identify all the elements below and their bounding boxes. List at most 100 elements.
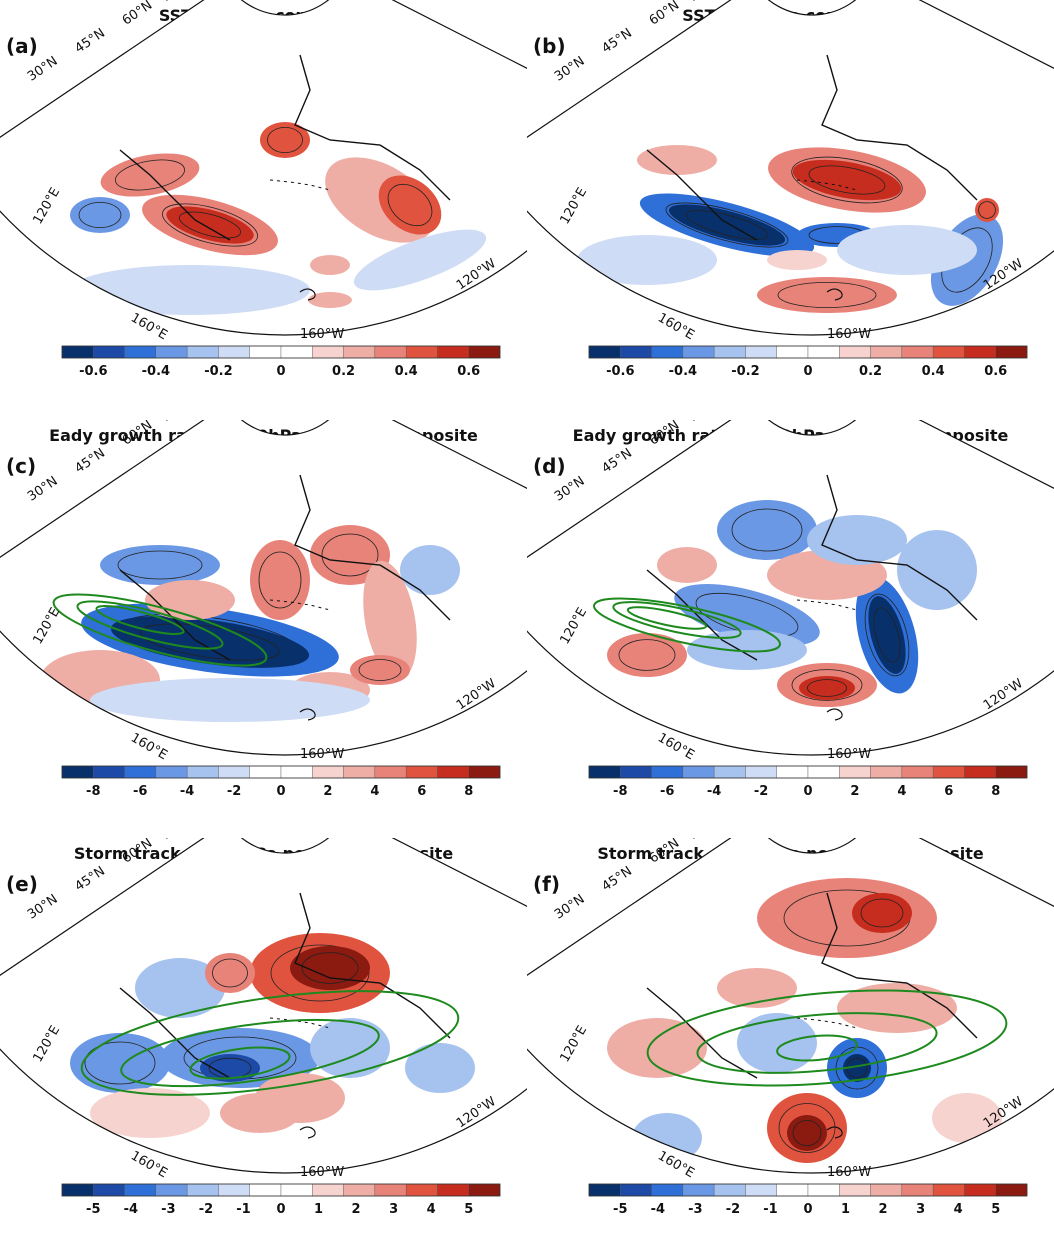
colorbar-segment: [405, 1183, 438, 1197]
colorbar-segment: [870, 765, 903, 779]
colorbar-segment: [249, 765, 282, 779]
negative-anomaly-region: [353, 229, 487, 291]
longitude-label: 160°W: [827, 327, 871, 342]
colorbar-tick-label: 2: [850, 784, 859, 799]
colorbar-tick-label: 2: [352, 1202, 361, 1217]
colorbar-segment: [807, 765, 840, 779]
colorbar-segment: [374, 1183, 407, 1197]
negative-anomaly-region: [135, 958, 225, 1018]
positive-anomaly-region: [166, 206, 254, 244]
colorbar-tick-label: -0.4: [669, 364, 697, 379]
positive-anomaly-region: [145, 580, 235, 620]
latitude-label: 60°N: [120, 0, 156, 29]
colorbar-segment: [61, 765, 94, 779]
colorbar-tick-label: 6: [417, 784, 426, 799]
panel-f: Storm track at 500hPa negative composite…: [527, 838, 1054, 1243]
colorbar-segment: [995, 345, 1028, 359]
colorbar-tick-label: -4: [124, 1202, 138, 1217]
climatology-contour: [626, 606, 708, 630]
colorbar-segment: [468, 345, 501, 359]
colorbar-segment: [374, 345, 407, 359]
negative-anomaly-region: [110, 616, 310, 668]
longitude-label: 160°W: [300, 747, 344, 762]
colorbar-segment: [312, 1183, 344, 1197]
positive-anomaly-region: [310, 255, 350, 275]
latitude-label: 30°N: [25, 474, 61, 505]
colorbar-segment: [312, 345, 344, 359]
colorbar-segment: [901, 345, 934, 359]
colorbar-segment: [155, 345, 188, 359]
negative-anomaly-region: [674, 584, 820, 646]
colorbar-segment: [620, 1183, 652, 1197]
latitude-label: 60°N: [120, 838, 156, 867]
positive-anomaly-region: [363, 560, 417, 680]
latitude-label: 30°N: [552, 892, 588, 923]
colorbar-segment: [964, 765, 996, 779]
map-figure: 75°N60°N45°N30°N15°N120°E160°E160°W120°W…: [0, 838, 527, 1217]
positive-anomaly-region: [90, 1088, 210, 1138]
latitude-label: 30°N: [552, 474, 588, 505]
colorbar-segment: [964, 1183, 996, 1197]
colorbar-tick-label: -0.4: [142, 364, 170, 379]
colorbar-segment: [437, 1183, 469, 1197]
colorbar-tick-label: 4: [370, 784, 379, 799]
latitude-label: 45°N: [72, 864, 108, 895]
colorbar-tick-label: 3: [389, 1202, 398, 1217]
colorbar-tick-label: 4: [897, 784, 906, 799]
colorbar-tick-label: 4: [954, 1202, 963, 1217]
colorbar-segment: [218, 1183, 250, 1197]
panel-label: (f): [533, 872, 560, 896]
negative-anomaly-region: [405, 1043, 475, 1093]
colorbar-tick-label: -2: [754, 784, 768, 799]
negative-anomaly-region: [577, 235, 717, 285]
colorbar-segment: [249, 345, 282, 359]
colorbar: -0.6 -0.4 -0.2 0 0.2 0.4 0.6: [61, 345, 501, 379]
colorbar-segment: [588, 765, 621, 779]
colorbar-segment: [280, 345, 313, 359]
climatology-contour: [776, 1034, 858, 1062]
colorbar-segment: [93, 345, 125, 359]
colorbar-segment: [249, 1183, 282, 1197]
colorbar-tick-label: 0.6: [984, 364, 1007, 379]
colorbar-tick-label: -5: [86, 1202, 100, 1217]
latitude-label: 60°N: [647, 420, 683, 449]
latitude-label: 30°N: [552, 54, 588, 85]
map-figure: 75°N60°N45°N30°N15°N120°E160°E160°W120°W…: [0, 420, 527, 799]
latitude-label: 45°N: [599, 864, 635, 895]
colorbar-segment: [155, 765, 188, 779]
colorbar: -5 -4 -3 -2 -1 0 1 2 3 4 5: [588, 1183, 1028, 1217]
colorbar-segment: [839, 765, 871, 779]
colorbar-segment: [776, 345, 809, 359]
latitude-label: 75°N: [158, 420, 194, 426]
colorbar-tick-label: 6: [944, 784, 953, 799]
colorbar-tick-label: 8: [991, 784, 1000, 799]
colorbar-segment: [405, 765, 438, 779]
colorbar-segment: [995, 765, 1028, 779]
positive-anomaly-region: [637, 145, 717, 175]
negative-anomaly-region: [837, 225, 977, 275]
latitude-label: 45°N: [599, 446, 635, 477]
latitude-label: 75°N: [158, 0, 194, 6]
colorbar-segment: [280, 1183, 313, 1197]
colorbar-tick-label: -2: [227, 784, 241, 799]
climatology-contour: [76, 600, 224, 650]
colorbar-tick-label: -0.6: [606, 364, 634, 379]
colorbar-segment: [218, 345, 250, 359]
colorbar-segment: [93, 765, 125, 779]
longitude-label: 160°W: [300, 327, 344, 342]
negative-anomaly-region: [737, 1013, 817, 1073]
climatology-contour: [120, 1018, 380, 1088]
positive-anomaly-region: [792, 159, 902, 201]
colorbar-tick-label: 0: [276, 784, 285, 799]
latitude-label: 45°N: [72, 446, 108, 477]
colorbar-segment: [713, 1183, 746, 1197]
colorbar: -0.6 -0.4 -0.2 0 0.2 0.4 0.6: [588, 345, 1028, 379]
colorbar-segment: [807, 1183, 840, 1197]
colorbar-segment: [186, 1183, 219, 1197]
colorbar-tick-label: 1: [314, 1202, 323, 1217]
colorbar-tick-label: 0: [276, 364, 285, 379]
climatology-contour: [646, 989, 1008, 1087]
colorbar-segment: [839, 345, 871, 359]
longitude-label: 160°W: [827, 1165, 871, 1180]
positive-anomaly-region: [308, 292, 352, 308]
